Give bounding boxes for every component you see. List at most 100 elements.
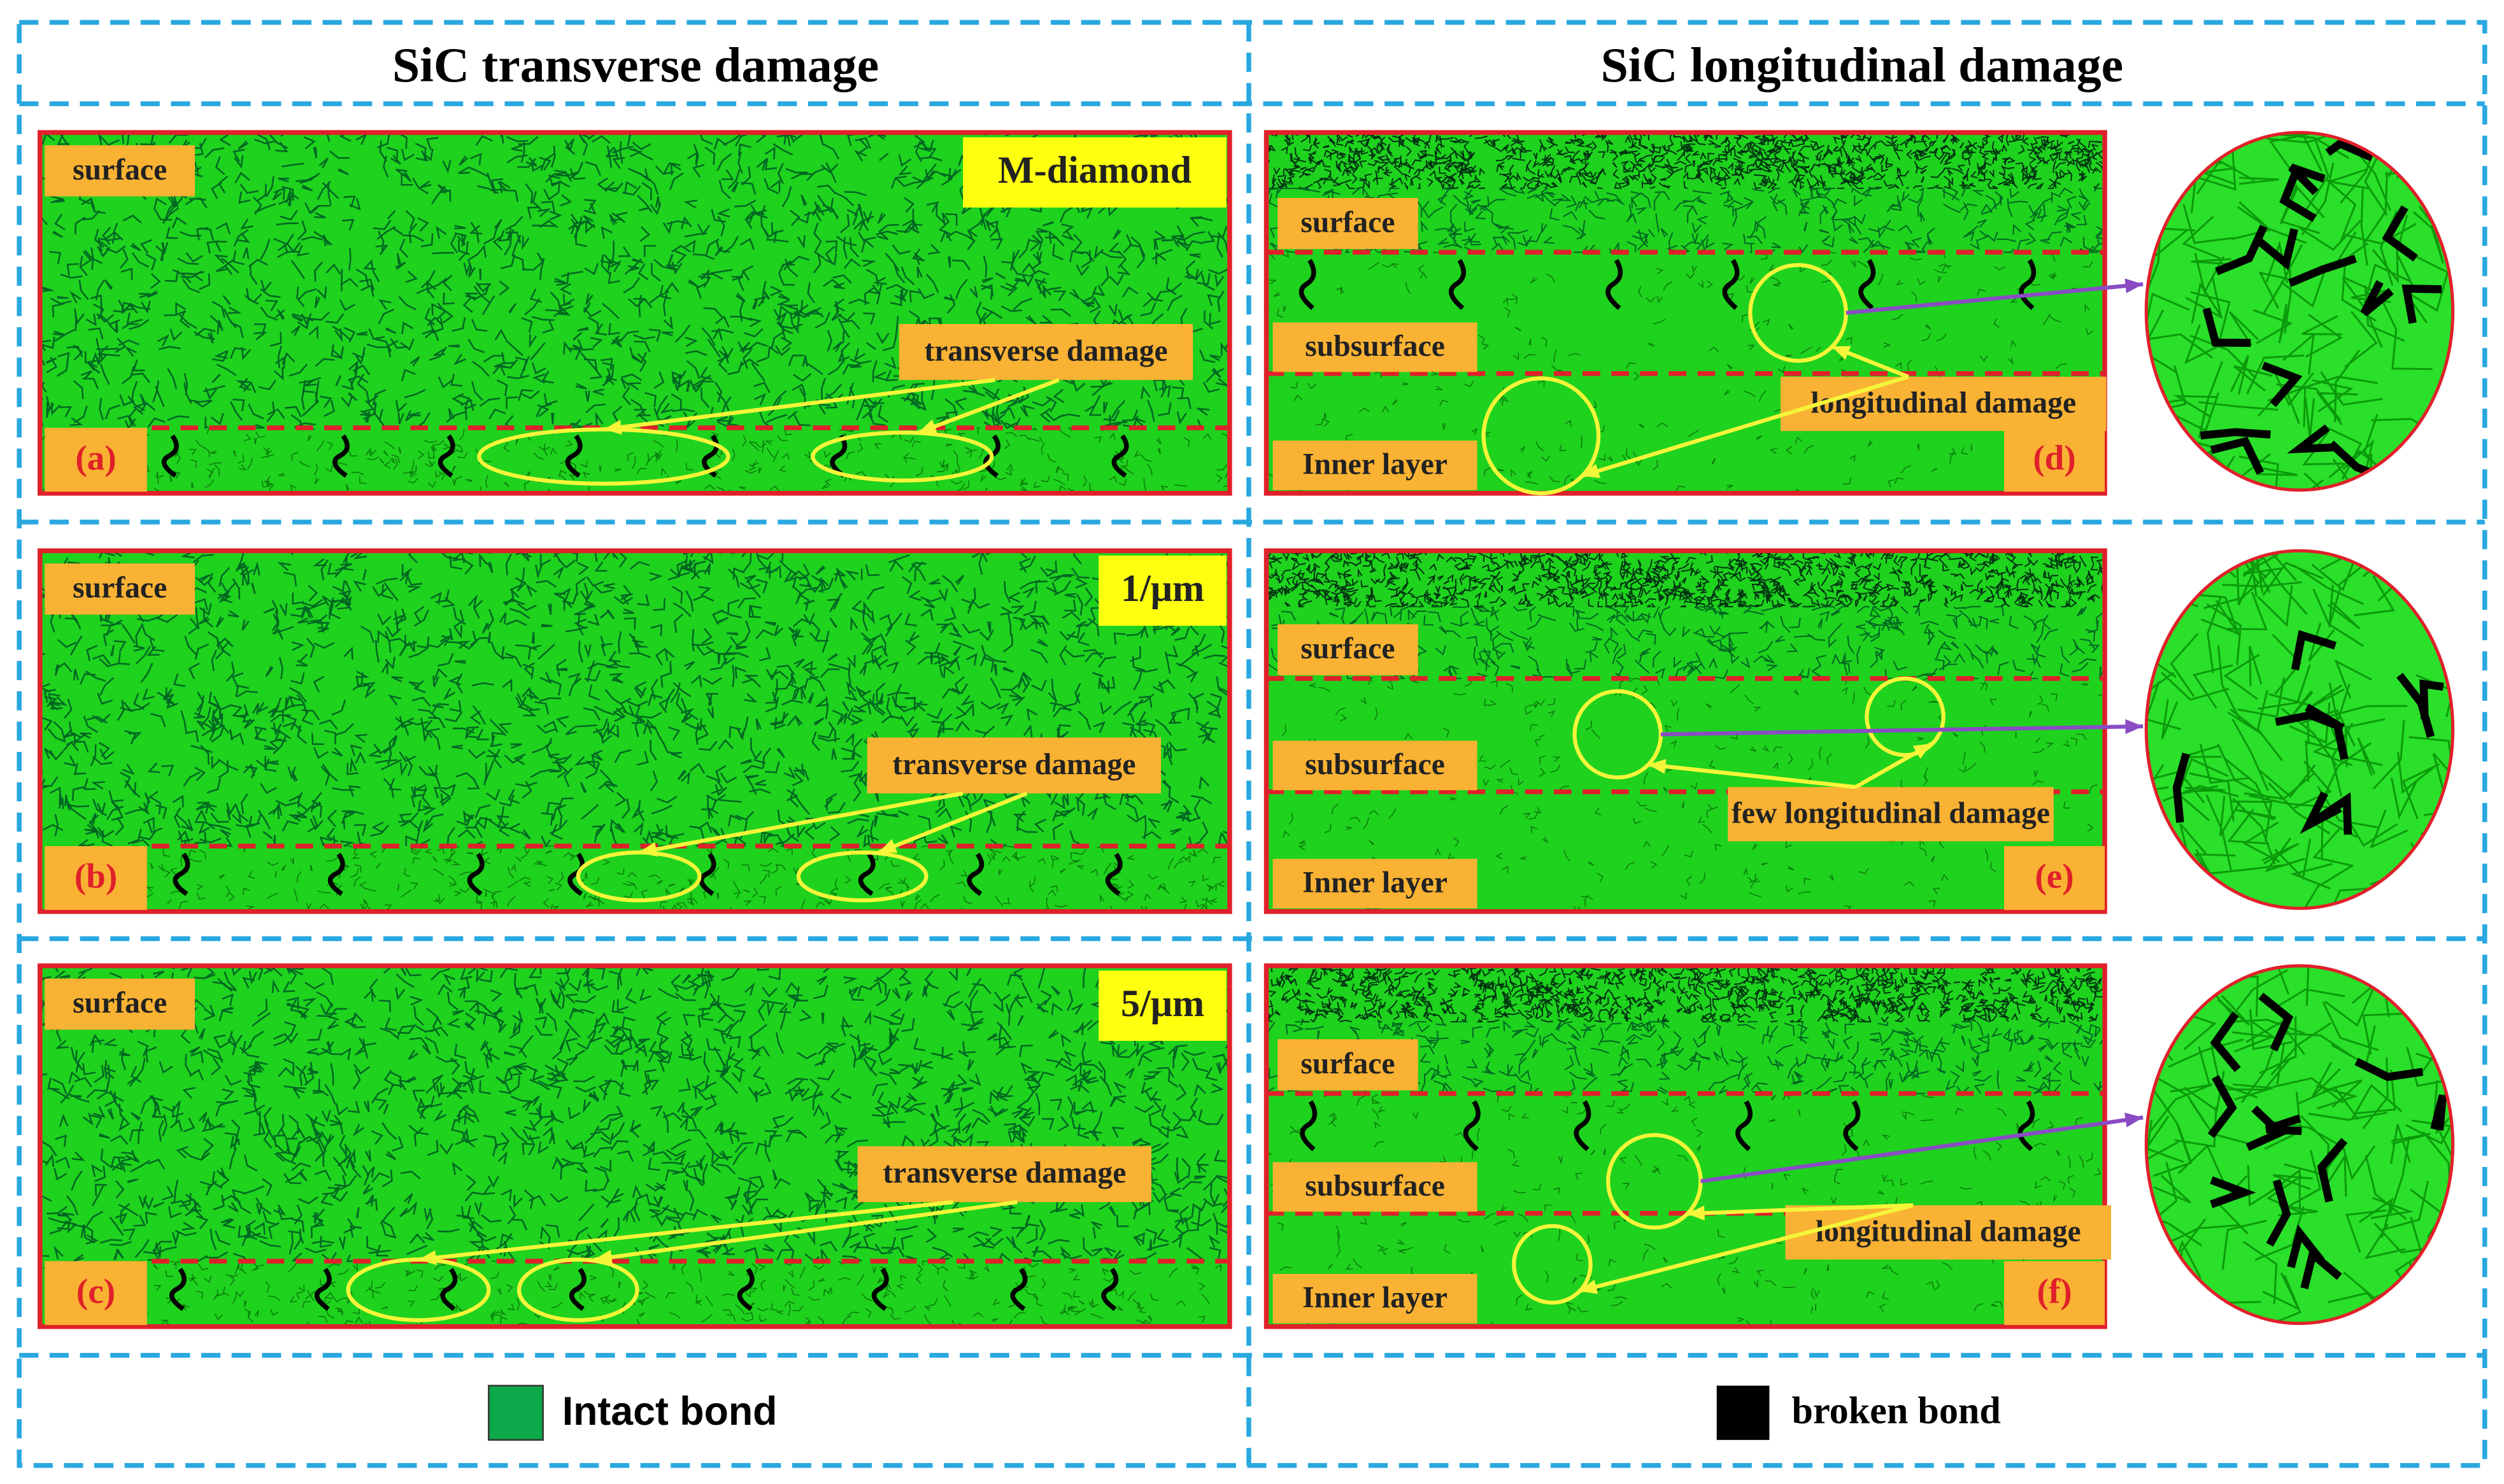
label: Inner layer	[1302, 448, 1448, 481]
label: Inner layer	[1302, 866, 1448, 899]
magnified-border	[2144, 549, 2455, 910]
arrow-head	[594, 1250, 613, 1265]
broken-bond	[1858, 258, 1876, 310]
arrow-head	[878, 838, 898, 853]
broken-bond	[467, 852, 485, 896]
label-box	[45, 563, 196, 615]
column-title: SiC transverse damage	[392, 38, 879, 92]
label-box	[1272, 1274, 1477, 1324]
magnified-border	[2144, 964, 2455, 1325]
arrow	[1578, 1203, 1914, 1294]
label-box	[45, 979, 196, 1030]
arrow-head	[2125, 719, 2144, 735]
legend-label: Intact bond	[562, 1389, 778, 1434]
magnified-bg	[2146, 966, 2453, 1324]
broken-bond	[440, 1268, 458, 1311]
label: transverse damage	[883, 1157, 1126, 1190]
label-box	[899, 324, 1193, 380]
legend-swatch	[488, 1385, 544, 1441]
arrow	[1686, 1203, 1914, 1216]
broken-bond	[1605, 258, 1623, 310]
arrow-head	[418, 1250, 437, 1266]
label: (d)	[2033, 438, 2075, 477]
panel-border	[38, 963, 1232, 1329]
label-box	[45, 1261, 147, 1325]
label: (e)	[2035, 856, 2074, 895]
panel-border	[38, 130, 1232, 496]
broken-bond	[314, 1268, 332, 1311]
arrow-head	[1832, 346, 1851, 360]
broken-bond	[161, 434, 179, 478]
label: surface	[73, 153, 167, 187]
label-box	[857, 1146, 1152, 1203]
broken-bond	[1101, 1268, 1119, 1311]
broken-bond	[737, 1268, 755, 1311]
label-box	[1277, 624, 1418, 675]
broken-bond	[1735, 1100, 1753, 1152]
broken-bond	[1843, 1100, 1861, 1152]
arrow-head	[639, 842, 658, 857]
bond-texture	[1265, 964, 2106, 1024]
arrow-head	[603, 420, 622, 435]
broken-bond	[567, 852, 585, 896]
broken-bond	[967, 852, 985, 896]
broken-bond	[565, 434, 583, 478]
label-box	[2004, 845, 2105, 910]
broken-bond	[1463, 1100, 1481, 1152]
broken-bond	[569, 1268, 587, 1311]
broken-bond	[1574, 1100, 1591, 1152]
label: subsurface	[1305, 748, 1445, 781]
highlight	[1512, 1224, 1593, 1305]
broken-bond	[871, 1268, 889, 1311]
outer-border	[17, 20, 2487, 1468]
bond-texture	[1265, 130, 2105, 191]
arrow	[603, 378, 995, 432]
label-box	[45, 845, 147, 910]
arrow	[878, 791, 1028, 854]
label-box	[2004, 1261, 2105, 1325]
arrow-head	[1647, 759, 1667, 774]
arrow	[638, 791, 964, 855]
arrow-head	[2124, 278, 2144, 293]
arrow	[1700, 1115, 2144, 1184]
broken-bond	[173, 852, 190, 896]
label: surface	[73, 987, 167, 1020]
label: surface	[73, 572, 167, 605]
label-box	[1728, 787, 2054, 842]
highlight	[1865, 676, 1946, 758]
label-box	[45, 428, 147, 492]
label-box	[1272, 1162, 1477, 1212]
label: M-diamond	[998, 149, 1192, 192]
broken-bond	[1722, 258, 1740, 310]
arrow	[917, 378, 1060, 435]
highlight	[811, 430, 994, 483]
broken-bond	[1111, 434, 1129, 478]
label: 1/μm	[1121, 567, 1204, 610]
broken-bond	[437, 434, 455, 478]
arrow	[1581, 374, 1909, 478]
broken-bond	[1300, 1100, 1318, 1152]
broken-bond	[169, 1268, 187, 1311]
broken-bond	[1010, 1268, 1028, 1311]
arrow-head	[1579, 1279, 1598, 1294]
label-box	[1272, 441, 1477, 490]
broken-bond	[1449, 258, 1466, 310]
label-box	[963, 137, 1227, 208]
broken-bond	[699, 852, 716, 896]
label: (c)	[76, 1271, 115, 1310]
broken-bond	[1298, 258, 1316, 310]
arrow	[1647, 762, 1856, 789]
label: transverse damage	[924, 334, 1167, 367]
broken-bond	[2200, 139, 2442, 483]
label: transverse damage	[892, 748, 1135, 781]
label-box	[1785, 1205, 2112, 1260]
label-box	[1277, 197, 1418, 250]
label: longitudinal damage	[1810, 386, 2076, 420]
arrow	[1660, 724, 2144, 737]
arrow-head	[1581, 463, 1600, 478]
arrow-head	[1686, 1205, 1705, 1221]
label-box	[867, 737, 1162, 794]
label: surface	[1300, 632, 1395, 665]
label: (a)	[75, 438, 116, 477]
